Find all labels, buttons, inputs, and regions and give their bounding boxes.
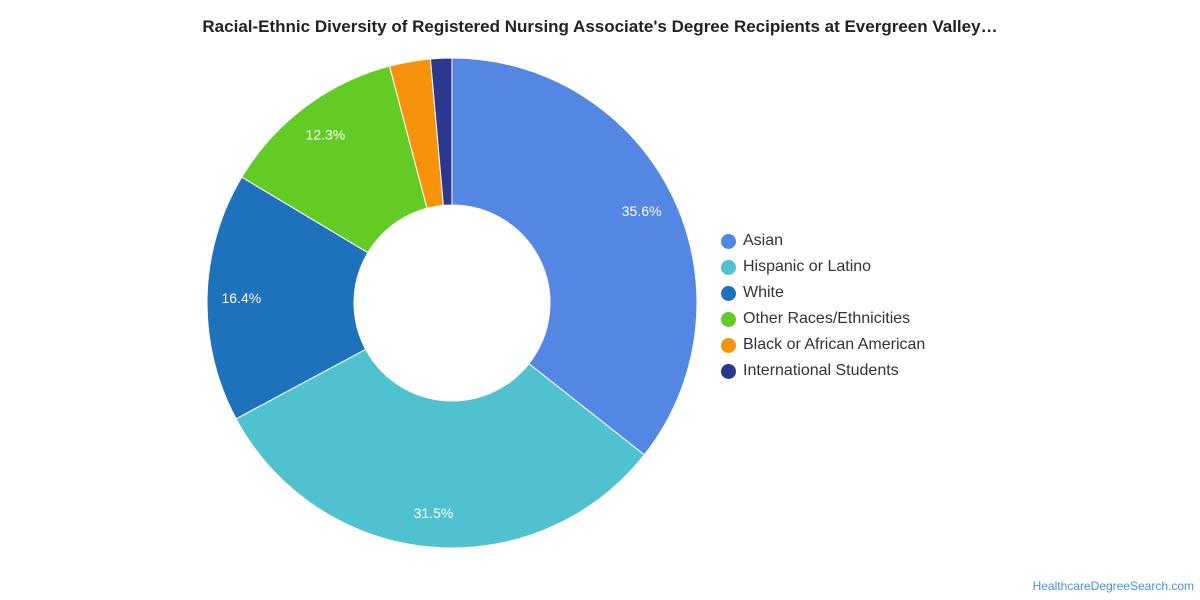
legend-item[interactable]: Hispanic or Latino [721, 254, 925, 280]
legend-label: Black or African American [743, 336, 926, 353]
legend: Asian Hispanic or Latino White Other Races/… [721, 228, 925, 384]
legend-swatch-icon [721, 233, 736, 249]
slices-group [206, 57, 698, 549]
data-labels-group: 35.6% 31.5% 16.4% 12.3% [222, 127, 662, 521]
slice-white[interactable] [206, 176, 369, 420]
data-label-other-races-ethnicities: 12.3% [306, 127, 346, 143]
legend-swatch-icon [721, 259, 736, 275]
legend-item[interactable]: White [721, 280, 925, 306]
chart-title: Racial-Ethnic Diversity of Registered Nu… [202, 17, 998, 36]
legend-swatch-icon [721, 363, 736, 379]
slice-hispanic-or-latino[interactable] [235, 348, 646, 549]
legend-item[interactable]: International Students [721, 358, 925, 384]
legend-swatch-icon [721, 337, 736, 353]
legend-label: Hispanic or Latino [743, 258, 872, 275]
slice-asian[interactable] [451, 57, 698, 456]
legend-label: Asian [743, 232, 784, 249]
data-label-hispanic-or-latino: 31.5% [414, 505, 454, 521]
slice-international-students[interactable] [429, 57, 453, 206]
legend-label: International Students [743, 362, 899, 379]
legend-label: Other Races/Ethnicities [743, 310, 911, 327]
source-credit[interactable]: HealthcareDegreeSearch.com [1032, 579, 1194, 593]
legend-label: White [743, 284, 784, 301]
data-label-white: 16.4% [222, 290, 262, 306]
legend-swatch-icon [721, 285, 736, 301]
data-label-asian: 35.6% [622, 203, 662, 219]
legend-item[interactable]: Asian [721, 228, 925, 254]
legend-item[interactable]: Black or African American [721, 332, 925, 358]
slice-other-races-ethnicities[interactable] [241, 65, 428, 254]
legend-item[interactable]: Other Races/Ethnicities [721, 306, 925, 332]
legend-swatch-icon [721, 311, 736, 327]
